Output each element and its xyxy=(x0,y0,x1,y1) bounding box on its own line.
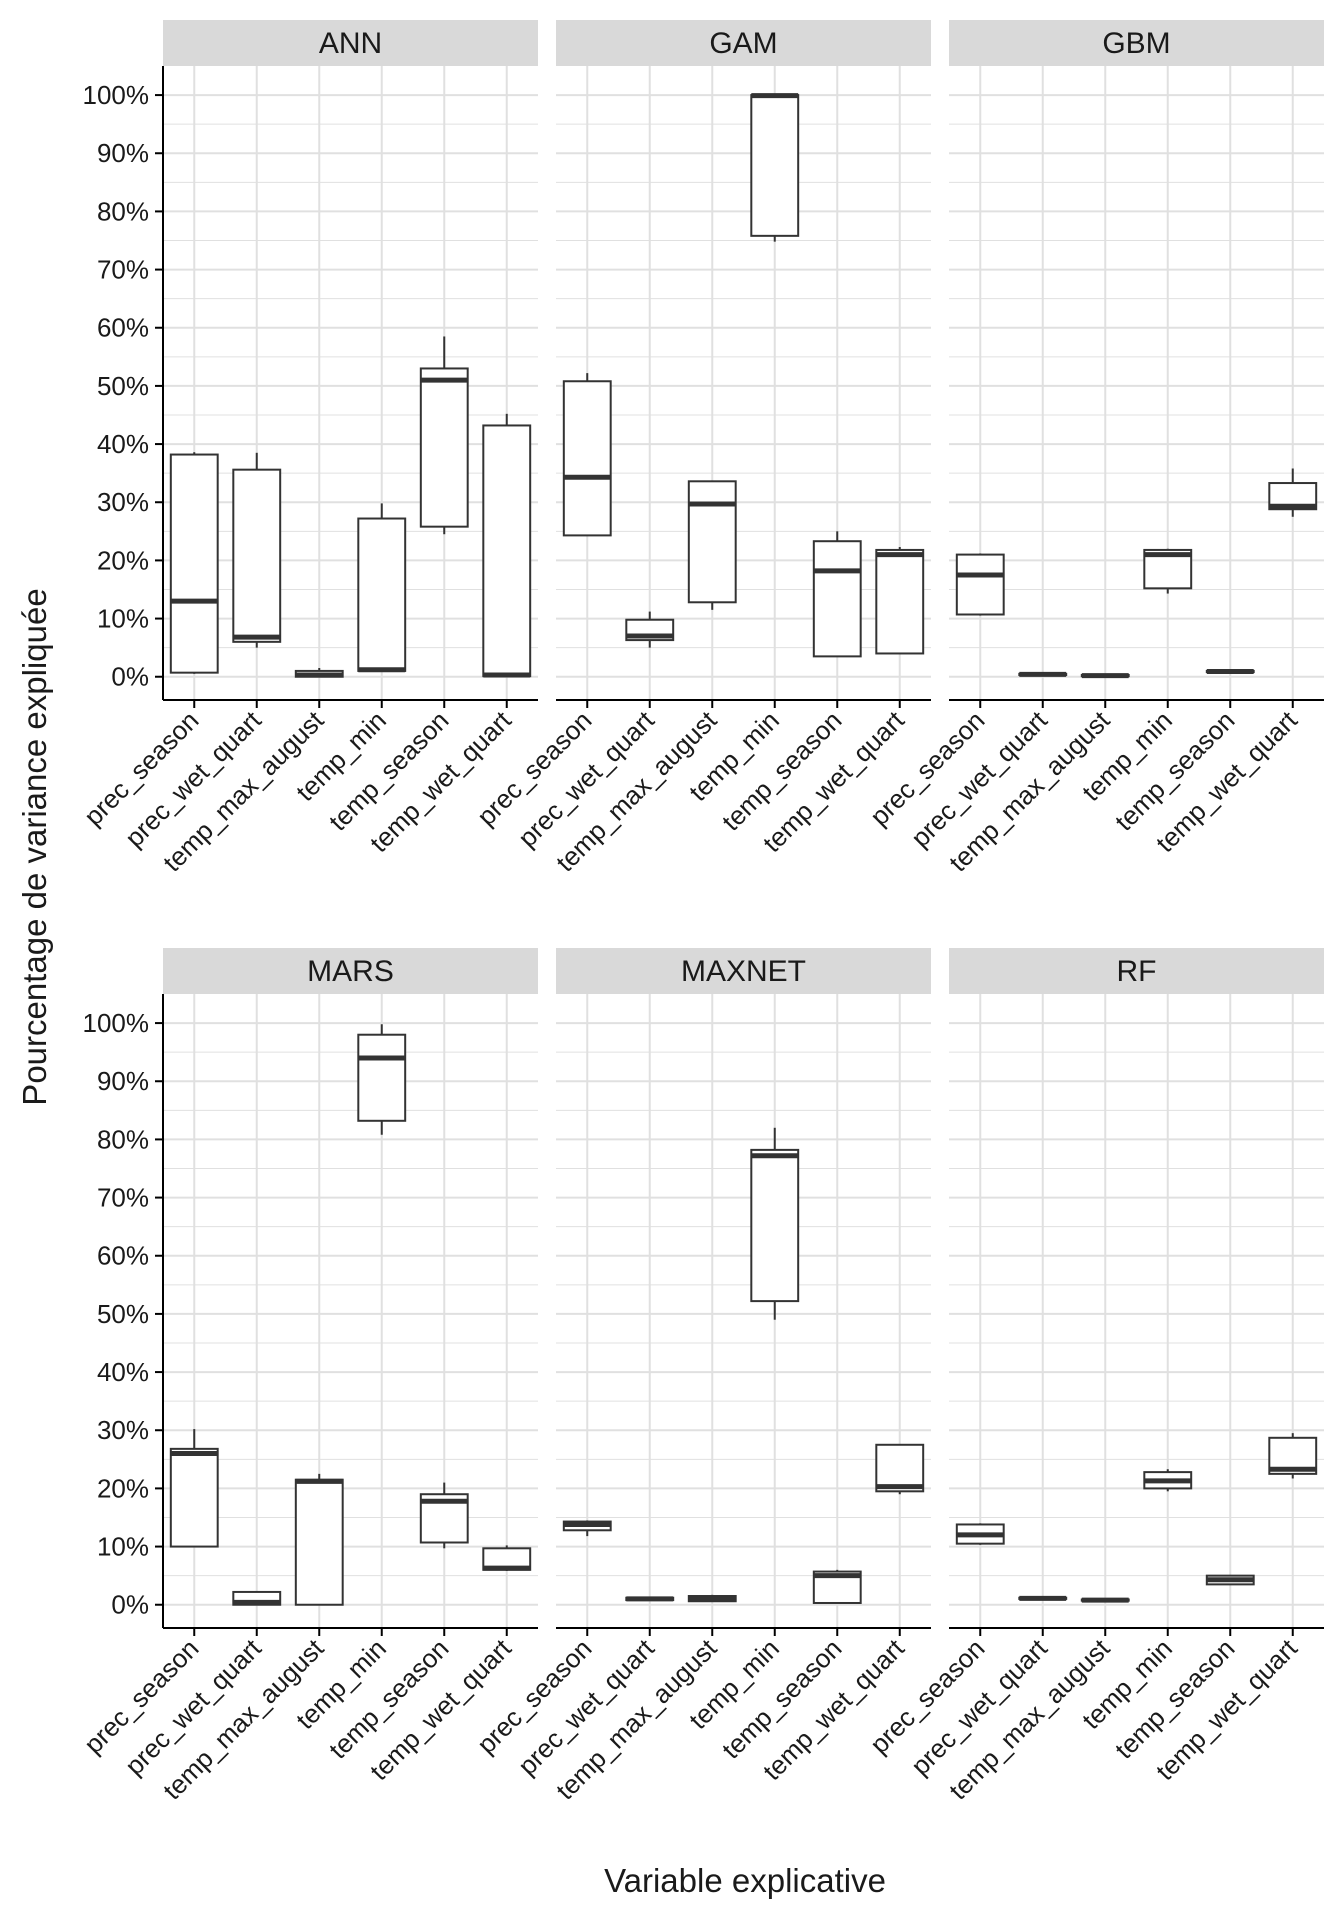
facet-title-ann: ANN xyxy=(319,27,382,60)
box-temp_min xyxy=(750,1148,800,1303)
y-tick-label: 90% xyxy=(97,138,149,168)
box-prec_season xyxy=(955,553,1005,616)
y-tick-label: 40% xyxy=(97,429,149,459)
facet-strip-ann xyxy=(163,20,538,66)
y-tick-label: 70% xyxy=(97,1183,149,1213)
y-tick-label: 50% xyxy=(97,1299,149,1329)
y-tick-label: 30% xyxy=(97,487,149,517)
box-temp_wet_quart xyxy=(875,548,925,655)
box-temp_wet_quart xyxy=(482,424,532,678)
facet-strip-maxnet xyxy=(556,948,931,994)
box-prec_wet_quart xyxy=(232,468,282,643)
box-temp_max_august xyxy=(687,480,737,604)
y-tick-label: 90% xyxy=(97,1066,149,1096)
x-axis-title: Variable explicative xyxy=(604,1862,886,1899)
facet-title-rf: RF xyxy=(1117,955,1157,988)
facet-strip-rf xyxy=(949,948,1324,994)
box-temp_min xyxy=(357,1033,407,1122)
box-temp_min xyxy=(357,517,407,672)
y-tick-label: 0% xyxy=(111,1590,149,1620)
facet-title-gbm: GBM xyxy=(1102,27,1170,60)
y-tick-label: 60% xyxy=(97,1241,149,1271)
y-tick-label: 0% xyxy=(111,662,149,692)
y-tick-label: 50% xyxy=(97,371,149,401)
y-tick-label: 60% xyxy=(97,313,149,343)
y-tick-label: 70% xyxy=(97,255,149,285)
box-temp_wet_quart xyxy=(875,1443,925,1493)
y-tick-label: 10% xyxy=(97,1532,149,1562)
facet-title-gam: GAM xyxy=(709,27,777,60)
y-tick-label: 10% xyxy=(97,604,149,634)
y-tick-label: 100% xyxy=(83,80,150,110)
facet-strip-mars xyxy=(163,948,538,994)
y-tick-label: 80% xyxy=(97,1124,149,1154)
y-tick-label: 30% xyxy=(97,1415,149,1445)
box-prec_season xyxy=(169,1447,219,1548)
y-tick-label: 40% xyxy=(97,1357,149,1387)
y-tick-label: 100% xyxy=(83,1008,150,1038)
y-tick-label: 20% xyxy=(97,1473,149,1503)
facet-strip-gbm xyxy=(949,20,1324,66)
box-temp_season xyxy=(419,367,469,528)
facet-strip-gam xyxy=(556,20,931,66)
box-prec_season xyxy=(562,380,612,537)
y-tick-label: 20% xyxy=(97,545,149,575)
box-temp_min xyxy=(750,94,800,237)
box-temp_season xyxy=(812,540,862,658)
y-tick-label: 80% xyxy=(97,196,149,226)
box-temp_max_august xyxy=(294,1478,344,1606)
y-axis-title: Pourcentage de variance expliquée xyxy=(16,588,53,1105)
facet-title-mars: MARS xyxy=(307,955,394,988)
box-prec_season xyxy=(169,453,219,674)
facet-title-maxnet: MAXNET xyxy=(681,955,806,988)
